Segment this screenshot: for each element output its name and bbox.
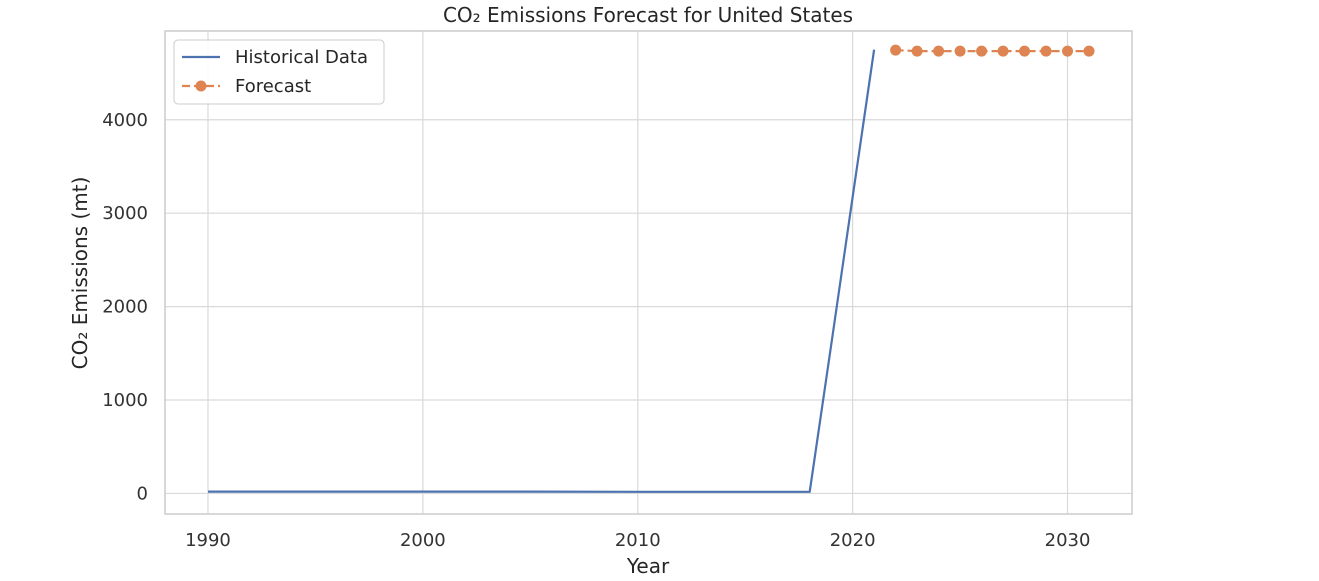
forecast-point [1019, 45, 1031, 57]
x-tick-label: 2020 [830, 530, 876, 551]
x-tick-label: 1990 [185, 530, 231, 551]
forecast-point [976, 45, 988, 57]
y-tick-label: 1000 [102, 390, 148, 411]
y-tick-label: 2000 [102, 297, 148, 318]
series-layer [208, 44, 1095, 493]
grid-lines [165, 31, 1132, 514]
x-tick-label: 2030 [1045, 530, 1091, 551]
forecast-point [1083, 45, 1095, 57]
forecast-point [1040, 45, 1052, 57]
y-tick-label: 0 [137, 483, 148, 504]
y-tick-label: 3000 [102, 203, 148, 224]
x-axis-title: Year [626, 554, 670, 578]
forecast-point [954, 45, 966, 57]
legend-frame [173, 39, 385, 105]
x-tick-label: 2000 [400, 530, 446, 551]
legend: Historical Data Forecast [173, 39, 385, 105]
y-tick-label: 4000 [102, 110, 148, 131]
forecast-point [933, 45, 945, 57]
legend-historical-label: Historical Data [235, 47, 368, 68]
series-line-forecast [895, 49, 1089, 53]
y-axis-title: CO₂ Emissions (mt) [68, 177, 92, 370]
x-tick-label: 2010 [615, 530, 661, 551]
series-line-historical [208, 49, 876, 493]
forecast-point [911, 45, 923, 57]
forecast-point [997, 45, 1009, 57]
tick-labels: 1990 2000 2010 2020 2030 0 1000 2000 3000 4000 [102, 110, 1090, 551]
chart-title: CO₂ Emissions Forecast for United States [443, 3, 853, 27]
plot-frame [164, 30, 1133, 515]
legend-forecast-marker [195, 80, 207, 92]
legend-forecast-label: Forecast [235, 76, 311, 97]
forecast-point [890, 44, 902, 56]
forecast-point [1062, 45, 1074, 57]
